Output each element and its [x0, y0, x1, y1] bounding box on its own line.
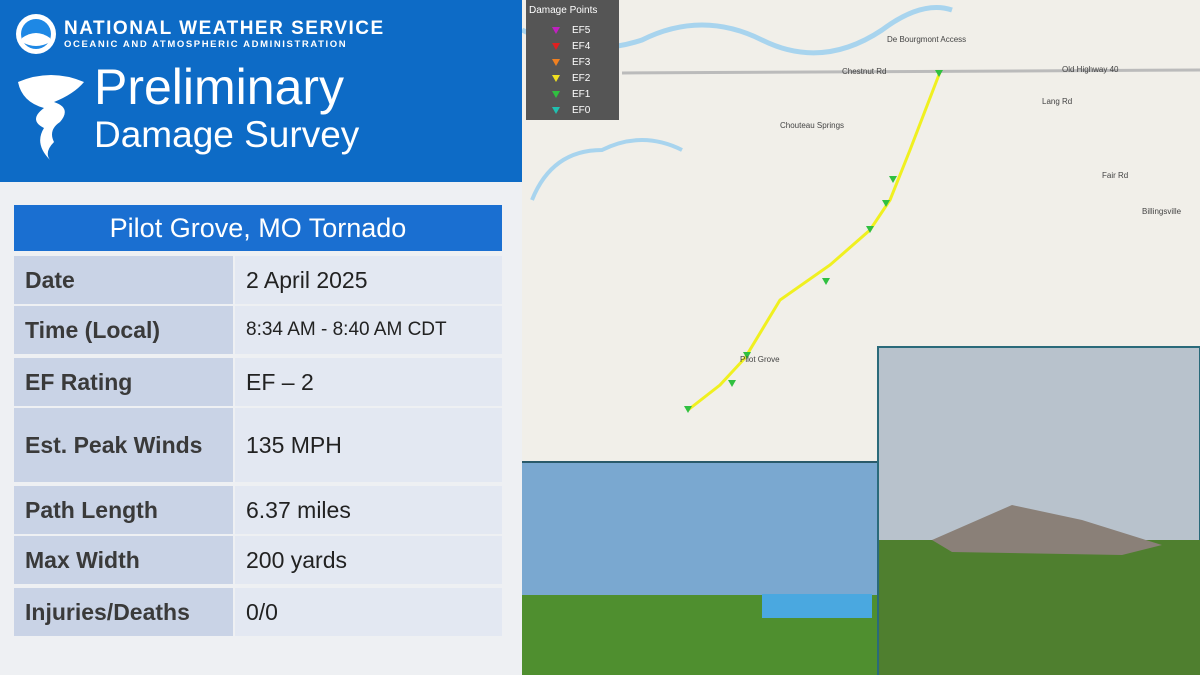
logo [16, 14, 56, 54]
row-label: Max Width [14, 536, 233, 584]
place-label: Pilot Grove [740, 355, 780, 364]
legend [526, 0, 619, 120]
row-value: EF – 2 [235, 358, 502, 406]
legend-marker [552, 75, 560, 82]
place-label: Chouteau Springs [780, 121, 844, 130]
legend-label: EF3 [572, 57, 591, 68]
legend-label: EF1 [572, 89, 591, 100]
legend-label: EF5 [572, 25, 591, 36]
row-value: 135 MPH [235, 408, 502, 482]
tornado-icon [18, 75, 84, 160]
row-label: EF Rating [14, 358, 233, 406]
row-label: Path Length [14, 486, 233, 534]
place-label: Fair Rd [1102, 171, 1128, 180]
place-label: De Bourgmont Access [887, 35, 966, 44]
legend-marker [552, 59, 560, 66]
place-label: Chestnut Rd [842, 67, 886, 76]
legend-label: EF0 [572, 105, 591, 116]
damage-points [684, 70, 943, 413]
title: Damage Survey [94, 114, 360, 155]
row-label: Date [14, 256, 233, 304]
legend-marker [552, 91, 560, 98]
legend-label: EF4 [572, 41, 591, 52]
place-label: Billingsville [1142, 207, 1182, 216]
river [530, 138, 683, 201]
map: Damage Points EF5 EF4 EF3 EF2 EF1 EF0 De Bour… [522, 0, 1200, 675]
legend-marker [552, 27, 560, 34]
row-value: 6.37 miles [235, 486, 502, 534]
row-value: 8:34 AM - 8:40 AM CDT [235, 306, 502, 354]
row-label: Est. Peak Winds [14, 408, 233, 482]
track [687, 71, 942, 412]
agency: NATIONAL WEATHER SERVICE [64, 18, 385, 39]
photo-debris [932, 505, 1162, 555]
photo-pool [762, 594, 872, 618]
legend-marker [552, 43, 560, 50]
road [621, 68, 1200, 75]
row-label: Time (Local) [14, 306, 233, 354]
table-title: Pilot Grove, MO Tornado [14, 205, 502, 251]
subagency: OCEANIC AND ATMOSPHERIC ADMINISTRATION [64, 39, 348, 50]
title: Preliminary [94, 59, 345, 115]
row-label: Injuries/Deaths [14, 588, 233, 636]
photo-grass [879, 540, 1200, 675]
place-label: Old Highway 40 [1062, 65, 1119, 74]
row-value: 2 April 2025 [235, 256, 502, 304]
place-label: Lang Rd [1042, 97, 1072, 106]
legend-label: EF2 [572, 73, 591, 84]
header: NATIONAL WEATHER SERVICE OCEANIC AND ATM… [0, 0, 522, 182]
legend-marker [552, 107, 560, 114]
row-value: 200 yards [235, 536, 502, 584]
legend-title: Damage Points [529, 5, 597, 16]
row-value: 0/0 [235, 588, 502, 636]
